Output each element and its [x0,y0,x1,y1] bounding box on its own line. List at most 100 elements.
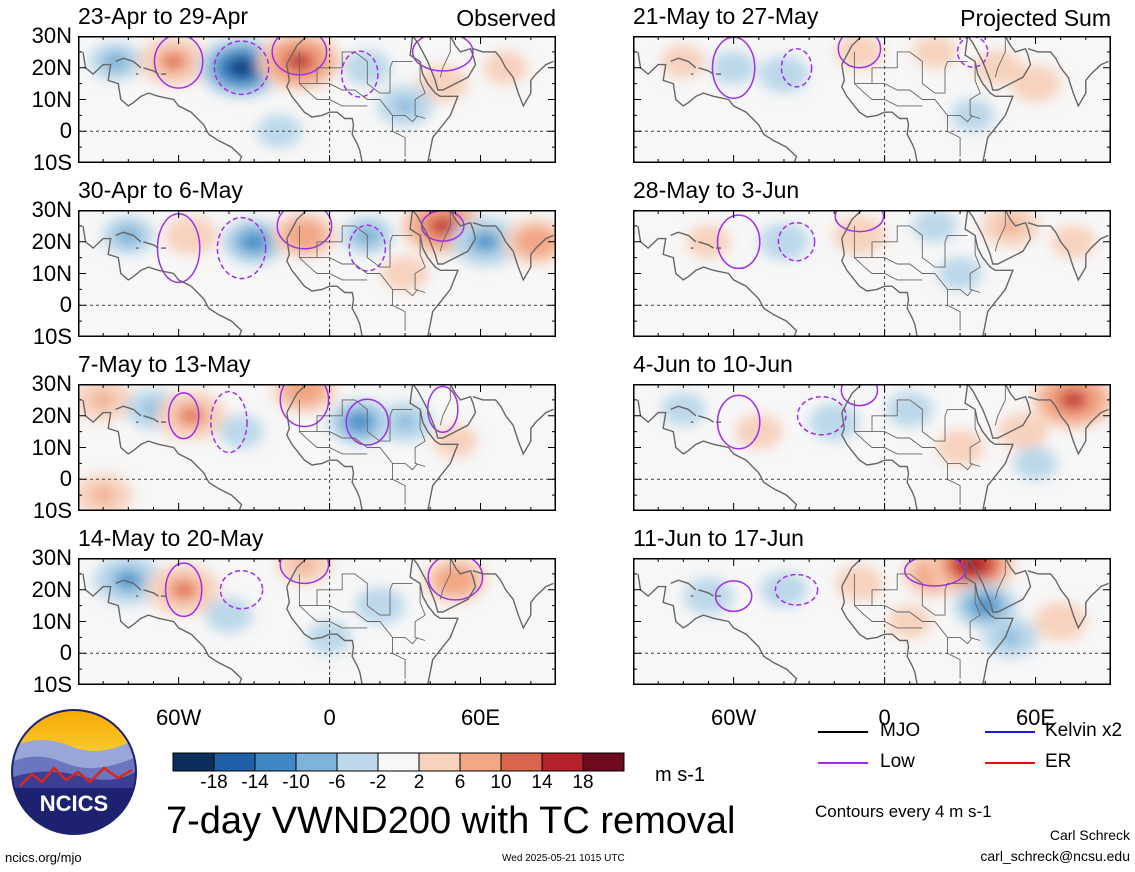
ncics-logo: NCICS [11,709,137,835]
x-tick-label: 0 [878,705,891,730]
anomaly-blob [1024,455,1047,472]
colorbar-tick-label: -10 [282,772,310,793]
panel-title: 11-Jun to 17-Jun [633,525,804,551]
y-tick-label: 10S [32,150,72,175]
anomaly-blob [846,225,873,246]
coastline [286,412,363,511]
legend-er-line [985,762,1035,764]
coastline [1027,222,1109,282]
country-border [854,605,923,629]
y-tick-label: 0 [59,118,72,144]
coastline [115,579,142,591]
anomaly-blob [923,217,946,235]
colorbar-segment [500,752,543,772]
colorbar-svg [172,752,625,772]
country-border [853,225,968,268]
legend-mjo-line [818,731,868,733]
author-email[interactable]: carl_schreck@ncsu.edu [980,848,1130,864]
country-border [299,431,368,455]
map-panel [633,384,1111,511]
coastline [967,384,1032,439]
legend-kelvin-label: Kelvin x2 [1045,720,1123,741]
coastline [472,570,554,630]
anomaly-blob [434,220,452,232]
country-border [994,384,1006,426]
column-label: Observed [456,5,556,31]
x-tick-label: 60E [1015,705,1056,730]
country-border [947,637,961,679]
map-panel [633,36,1111,163]
country-border [317,257,418,297]
low-contour [340,50,379,98]
colorbar-segment [418,752,461,772]
country-border [439,36,451,78]
country-border [947,115,961,157]
colorbar-segment [582,752,625,772]
colorbar-tick-label: 6 [454,772,466,793]
country-border [969,61,981,119]
country-border [872,257,973,297]
site-url[interactable]: ncics.org/mjo [5,850,82,865]
anomaly-blob [295,558,314,572]
low-contour [777,221,816,262]
country-border [969,409,981,467]
colorbar-tick-label: 18 [572,772,594,793]
country-border [299,605,368,629]
coastline [637,573,798,685]
country-border [439,558,451,600]
country-border [298,399,413,442]
coastline [670,405,697,417]
anomaly-blob [722,59,745,77]
panel-title: 28-May to 3-Jun [633,177,800,203]
colorbar-segment [336,752,379,772]
anomaly-blob [1010,422,1036,441]
country-border [317,431,418,471]
colorbar-segment [172,752,215,772]
country-border [969,583,981,641]
country-border [439,384,451,426]
anomaly-blob [115,225,142,246]
low-contour [837,36,882,69]
y-tick-label: 10S [32,324,72,349]
y-tick-label: 30N [31,197,72,222]
panel-title: 23-Apr to 29-Apr [78,3,249,29]
y-tick-label: 10N [31,260,72,286]
y-tick-label: 10S [32,672,72,697]
country-border [853,51,968,94]
country-border [994,210,1006,252]
coastline [841,412,918,511]
colorbar-segment [295,752,338,772]
coastline [412,36,477,91]
coastline [286,586,363,685]
colorbar-tick-label: 14 [531,772,553,793]
y-tick-label: 0 [59,640,72,666]
low-contour [164,562,203,618]
low-contour [956,36,989,68]
y-tick-label: 30N [31,545,72,570]
anomaly-blob [395,415,415,429]
low-contour [714,580,753,613]
coastline [286,384,308,413]
country-border [299,83,368,107]
anomaly-blob [367,596,393,615]
coastline [286,210,308,239]
low-contour [796,395,847,436]
anomaly-blob [672,53,695,70]
country-border [414,583,426,641]
legend-mjo-label: MJO [880,720,921,741]
y-tick-label: 20N [31,402,72,428]
coastline [82,573,243,685]
map-panel [633,210,1111,337]
country-border [854,83,923,107]
map-panel [78,210,556,337]
legend-kelvin-line [985,731,1035,733]
coastline [841,210,863,239]
anomaly-blob [847,43,872,61]
country-border [947,289,961,331]
country-border [994,36,1006,78]
y-tick-label: 10S [32,498,72,523]
colorbar-segment [213,752,256,772]
anomaly-blob [182,409,200,422]
country-border [947,463,961,505]
coastline [412,384,477,439]
